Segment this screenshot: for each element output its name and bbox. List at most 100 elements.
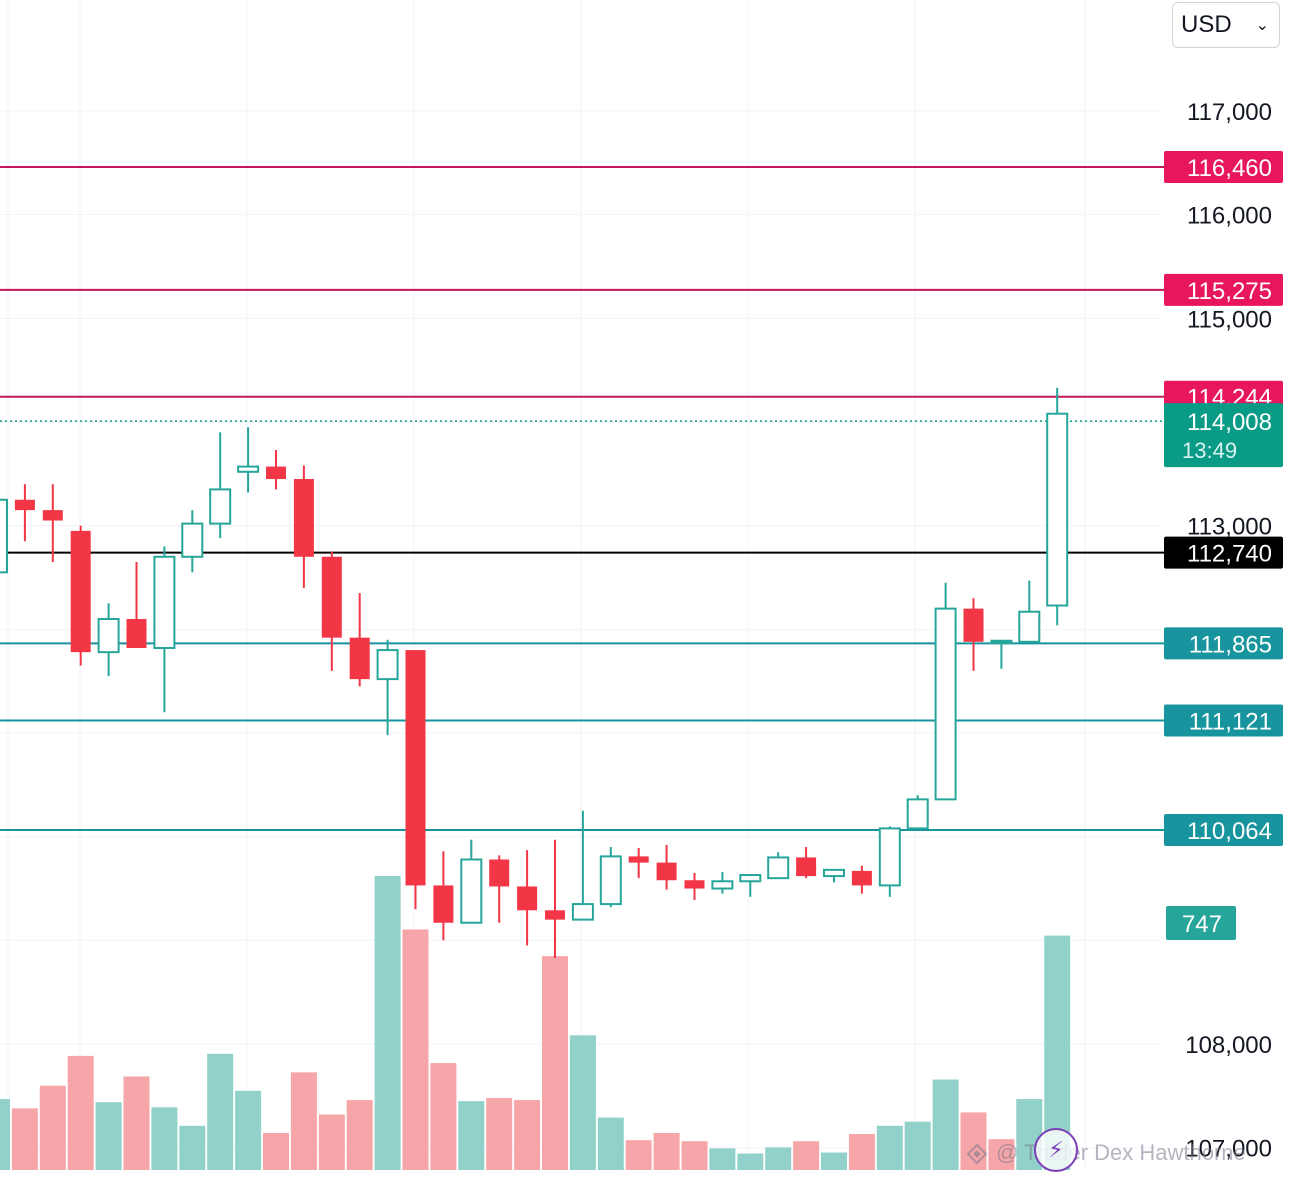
candle-body: [878, 827, 901, 887]
volume-bar: [542, 956, 568, 1170]
currency-select[interactable]: USD ⌄: [1172, 2, 1280, 48]
candle-body: [237, 465, 260, 473]
price-level-tag-label: 115,275: [1187, 278, 1272, 305]
candle-up[interactable]: [153, 546, 176, 713]
volume-bar: [346, 1100, 373, 1170]
candle-body: [599, 855, 622, 906]
volume-bar: [11, 1108, 38, 1170]
volume-bar: [514, 1100, 541, 1170]
volume-bar: [904, 1121, 931, 1170]
candle-down[interactable]: [851, 865, 872, 894]
candle-up[interactable]: [906, 795, 929, 830]
price-axis-tick-label[interactable]: 115,000: [1187, 306, 1272, 333]
volume-bar: [848, 1134, 875, 1170]
volume-bar: [179, 1125, 206, 1170]
price-level-tag-label: 111,121: [1189, 708, 1272, 735]
candle-down[interactable]: [684, 872, 705, 900]
candle-down[interactable]: [433, 851, 454, 941]
candle-up[interactable]: [460, 839, 483, 924]
candle-up[interactable]: [823, 868, 845, 883]
candle-body: [711, 880, 734, 890]
candle-down[interactable]: [963, 598, 984, 671]
price-axis-tick-label[interactable]: 113,000: [1187, 514, 1272, 541]
candle-down[interactable]: [628, 848, 649, 879]
candle-body: [571, 903, 594, 921]
candle-body: [1046, 412, 1069, 607]
volume-bar: [681, 1141, 708, 1170]
candle-down[interactable]: [293, 465, 314, 588]
candle-up[interactable]: [711, 871, 734, 894]
candle-up[interactable]: [599, 847, 622, 908]
candle-up[interactable]: [209, 432, 232, 539]
candle-body: [460, 858, 483, 924]
candle-down[interactable]: [489, 855, 510, 923]
candle-up[interactable]: [376, 639, 399, 736]
candle-body: [126, 618, 147, 649]
price-axis[interactable]: 117,000 116,000 115,000 113,000 108,000 107,0…: [1185, 99, 1272, 1163]
volume-bar: [569, 1035, 596, 1170]
candle-body: [97, 617, 120, 654]
candle-down[interactable]: [126, 561, 147, 649]
price-axis-tick-label[interactable]: 116,000: [1187, 203, 1272, 230]
volume-bar: [597, 1117, 624, 1170]
price-level-tag: [1164, 536, 1283, 569]
candle-up[interactable]: [237, 427, 260, 493]
candle-up[interactable]: [767, 852, 790, 880]
candle-down[interactable]: [545, 839, 565, 958]
volume-bar: [821, 1152, 847, 1170]
volume-bar: [430, 1063, 457, 1170]
candle-down[interactable]: [266, 450, 286, 490]
candle-body: [209, 488, 232, 525]
price-level-tag: [1164, 814, 1283, 847]
candle-body: [739, 874, 762, 883]
candle-up[interactable]: [878, 826, 901, 897]
candle-down[interactable]: [70, 525, 91, 666]
candle-body: [42, 510, 63, 521]
candle-up[interactable]: [739, 874, 762, 897]
volume-bar: [709, 1148, 736, 1170]
candle-up[interactable]: [571, 810, 594, 921]
candle-down[interactable]: [14, 484, 35, 542]
candles[interactable]: [0, 387, 1069, 958]
candle-up[interactable]: [1018, 580, 1041, 643]
price-axis-tick-label[interactable]: 107,000: [1185, 1136, 1272, 1163]
candle-down[interactable]: [321, 551, 342, 671]
candle-down[interactable]: [349, 593, 370, 687]
price-axis-tick-label[interactable]: 117,000: [1187, 99, 1272, 126]
candle-down[interactable]: [517, 850, 538, 946]
candle-up[interactable]: [97, 603, 120, 677]
candle-up[interactable]: [1046, 387, 1069, 626]
current-price-tag: [1164, 403, 1283, 468]
candle-up[interactable]: [934, 582, 957, 801]
price-level-tag-label: 116,460: [1187, 155, 1272, 182]
volume-bar: [458, 1101, 485, 1170]
candle-down[interactable]: [656, 844, 677, 890]
price-tags: 116,460115,275114,244112,740111,865111,1…: [1164, 150, 1283, 940]
candle-body: [545, 910, 565, 920]
price-level-tag-label: 111,865: [1189, 631, 1272, 658]
volume-bar: [737, 1153, 764, 1170]
candle-down[interactable]: [796, 847, 817, 879]
candle-body: [796, 857, 817, 877]
volume-bar: [318, 1114, 345, 1170]
volume-bar: [235, 1090, 262, 1170]
candle-body: [1018, 610, 1041, 643]
candle-down[interactable]: [42, 484, 63, 562]
candle-body: [181, 522, 204, 558]
volume-bar: [402, 929, 429, 1170]
horizontal-levels[interactable]: [0, 165, 1164, 832]
price-axis-tick-label[interactable]: 108,000: [1185, 1032, 1272, 1059]
candle-down[interactable]: [405, 650, 426, 910]
volume-bar: [0, 1099, 10, 1170]
candle-up[interactable]: [0, 495, 8, 574]
currency-value: USD: [1181, 11, 1232, 38]
volume-bar: [123, 1076, 150, 1170]
candle-up[interactable]: [990, 639, 1013, 669]
volume-value-label: 747: [1182, 911, 1222, 938]
volume-bar: [67, 1055, 94, 1170]
volume-bar: [374, 876, 401, 1170]
candle-up[interactable]: [181, 510, 204, 573]
chevron-down-icon[interactable]: ⌄: [1255, 17, 1269, 34]
